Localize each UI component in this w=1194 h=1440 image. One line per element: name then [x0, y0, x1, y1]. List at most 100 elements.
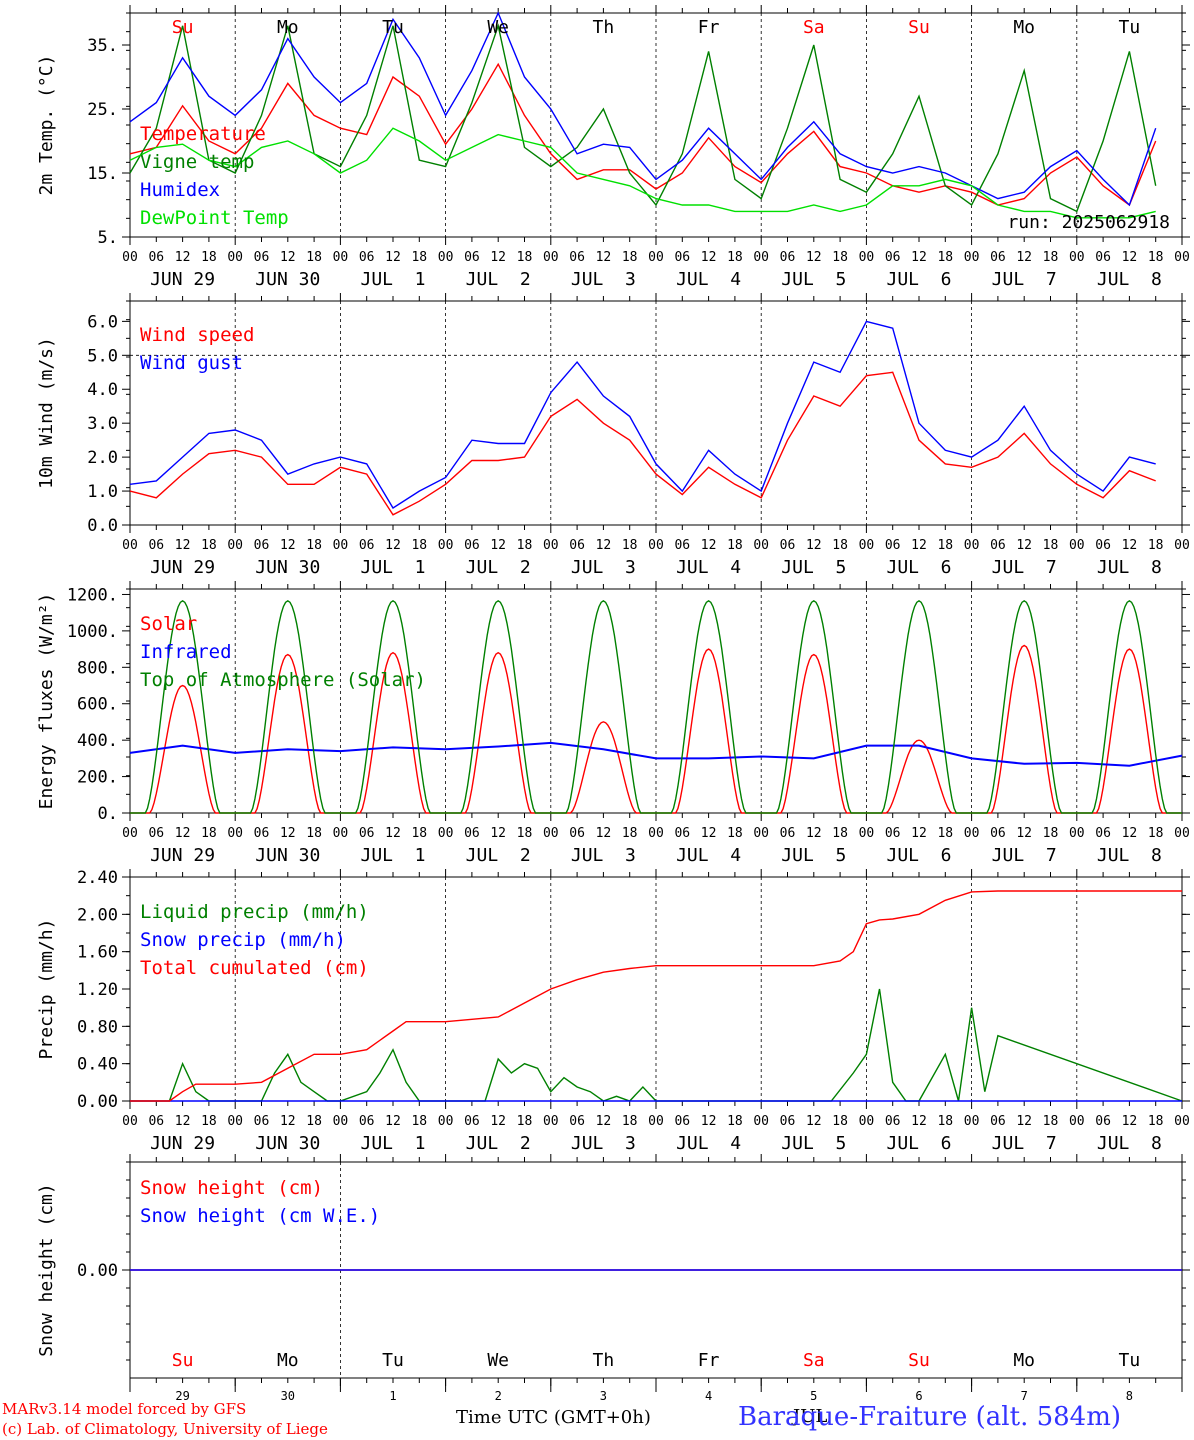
- weekday-label: Sa: [803, 1350, 825, 1371]
- hour-tick-label: 06: [569, 1114, 585, 1129]
- hour-tick-label: 12: [385, 826, 401, 841]
- hour-tick-label: 18: [622, 538, 638, 553]
- y-tick-label: 15.: [87, 164, 118, 184]
- legend-entry: Liquid precip (mm/h): [140, 901, 369, 923]
- hour-tick-label: 00: [122, 826, 138, 841]
- hour-tick-label: 12: [911, 1114, 927, 1129]
- hour-tick-label: 06: [990, 538, 1006, 553]
- date-label: JUL 4: [676, 557, 741, 578]
- date-label: JUL 7: [992, 1133, 1057, 1154]
- hour-tick-label: 00: [543, 826, 559, 841]
- date-label: JUL 5: [781, 845, 846, 866]
- date-label: JUN 30: [255, 1133, 320, 1154]
- day-of-month-label: 1: [389, 1389, 396, 1403]
- hour-tick-label: 06: [990, 250, 1006, 265]
- y-tick-label: 2.0: [87, 448, 118, 468]
- date-label: JUL 2: [466, 1133, 531, 1154]
- hour-tick-label: 12: [596, 538, 612, 553]
- weekday-label: Th: [593, 1350, 615, 1371]
- hour-tick-label: 12: [175, 538, 191, 553]
- hour-tick-label: 00: [1069, 250, 1085, 265]
- hour-tick-label: 12: [1016, 250, 1032, 265]
- y-tick-label: 1.60: [77, 943, 118, 963]
- hour-tick-label: 06: [254, 826, 270, 841]
- plot-frame: [129, 300, 1183, 526]
- wind-panel: 00 06 12 18 00 06 12 18 00 06 12 18 00 06 12 18 00 06 12 18…: [36, 293, 1190, 578]
- hour-tick-label: 00: [227, 250, 243, 265]
- hour-tick-label: 18: [1043, 250, 1059, 265]
- weekday-label: We: [487, 1350, 509, 1371]
- hour-tick-label: 06: [674, 1114, 690, 1129]
- date-label: JUL 1: [360, 557, 425, 578]
- hour-tick-label: 18: [937, 826, 953, 841]
- y-tick-label: 0.0: [87, 516, 118, 536]
- hour-tick-label: 00: [648, 538, 664, 553]
- y-tick-label: 0.40: [77, 1055, 118, 1075]
- hour-tick-label: 12: [385, 1114, 401, 1129]
- hour-tick-label: 12: [806, 826, 822, 841]
- date-label: JUL 6: [886, 1133, 951, 1154]
- hour-tick-label: 06: [464, 826, 480, 841]
- date-label: JUL 5: [781, 1133, 846, 1154]
- weekday-label: Mo: [277, 1350, 299, 1371]
- legend-entry: Snow height (cm W.E.): [140, 1205, 380, 1227]
- hour-tick-label: 18: [517, 1114, 533, 1129]
- hour-tick-label: 06: [674, 250, 690, 265]
- y-tick-label: 1200.: [67, 585, 118, 605]
- month-overlay: JUL: [793, 1406, 828, 1427]
- legend-entry: Total cumulated (cm): [140, 957, 369, 979]
- hour-tick-label: 00: [1174, 1114, 1190, 1129]
- hour-tick-label: 12: [280, 538, 296, 553]
- snow-panel: 0.00 Snow height (cm) Snow height (cm) Snow…: [36, 1154, 1190, 1403]
- hour-tick-label: 06: [569, 826, 585, 841]
- weekday-label: Tu: [382, 1350, 404, 1371]
- hour-tick-label: 18: [1148, 250, 1164, 265]
- hour-tick-label: 00: [333, 1114, 349, 1129]
- hour-tick-label: 18: [201, 826, 217, 841]
- date-label: JUL 1: [360, 1133, 425, 1154]
- series-line-temperature: [129, 62, 1157, 207]
- hour-tick-label: 06: [780, 826, 796, 841]
- hour-tick-label: 06: [359, 538, 375, 553]
- y-tick-label: 0.00: [77, 1261, 118, 1281]
- hour-tick-label: 12: [1016, 538, 1032, 553]
- precip-panel: 00 06 12 18 00 06 12 18 00 06 12 18 00 06 12 18 00 06 12 18…: [36, 868, 1190, 1154]
- hour-tick-label: 18: [622, 250, 638, 265]
- hour-tick-label: 12: [490, 1114, 506, 1129]
- hour-tick-label: 00: [543, 250, 559, 265]
- y-tick-label: 5.: [98, 228, 118, 248]
- hour-tick-label: 06: [569, 538, 585, 553]
- hour-tick-label: 18: [1148, 538, 1164, 553]
- y-axis-title: 2m Temp. (°C): [36, 55, 57, 196]
- hour-tick-label: 12: [911, 250, 927, 265]
- date-label: JUL 8: [1097, 845, 1162, 866]
- legend-entry: Wind speed: [140, 324, 254, 346]
- weekday-label: Mo: [1013, 17, 1035, 38]
- hour-tick-label: 18: [201, 1114, 217, 1129]
- hour-tick-label: 00: [859, 538, 875, 553]
- hour-tick-label: 00: [753, 1114, 769, 1129]
- weekday-label: Tu: [1119, 1350, 1141, 1371]
- date-label: JUL 8: [1097, 269, 1162, 290]
- legend-entry: Humidex: [140, 179, 220, 201]
- y-tick-label: 0.00: [77, 1092, 118, 1112]
- date-label: JUN 29: [150, 557, 215, 578]
- hour-tick-label: 00: [333, 538, 349, 553]
- hour-tick-label: 18: [1148, 1114, 1164, 1129]
- date-label: JUL 2: [466, 557, 531, 578]
- hour-tick-label: 18: [937, 538, 953, 553]
- hour-tick-label: 18: [622, 1114, 638, 1129]
- hour-tick-label: 00: [122, 1114, 138, 1129]
- day-of-month-label: 30: [281, 1389, 295, 1403]
- legend-entry: Top of Atmosphere (Solar): [140, 669, 426, 691]
- legend-entry: Temperature: [140, 123, 266, 145]
- hour-tick-label: 06: [885, 1114, 901, 1129]
- date-label: JUL 7: [992, 269, 1057, 290]
- day-of-month-label: 3: [600, 1389, 607, 1403]
- y-axis-title: Snow height (cm): [36, 1183, 57, 1356]
- hour-tick-label: 06: [1095, 250, 1111, 265]
- hour-tick-label: 18: [727, 826, 743, 841]
- hour-tick-label: 06: [780, 250, 796, 265]
- station-name: Baraque-Fraiture (alt. 584m): [738, 1402, 1122, 1432]
- y-tick-label: 0.: [98, 804, 118, 824]
